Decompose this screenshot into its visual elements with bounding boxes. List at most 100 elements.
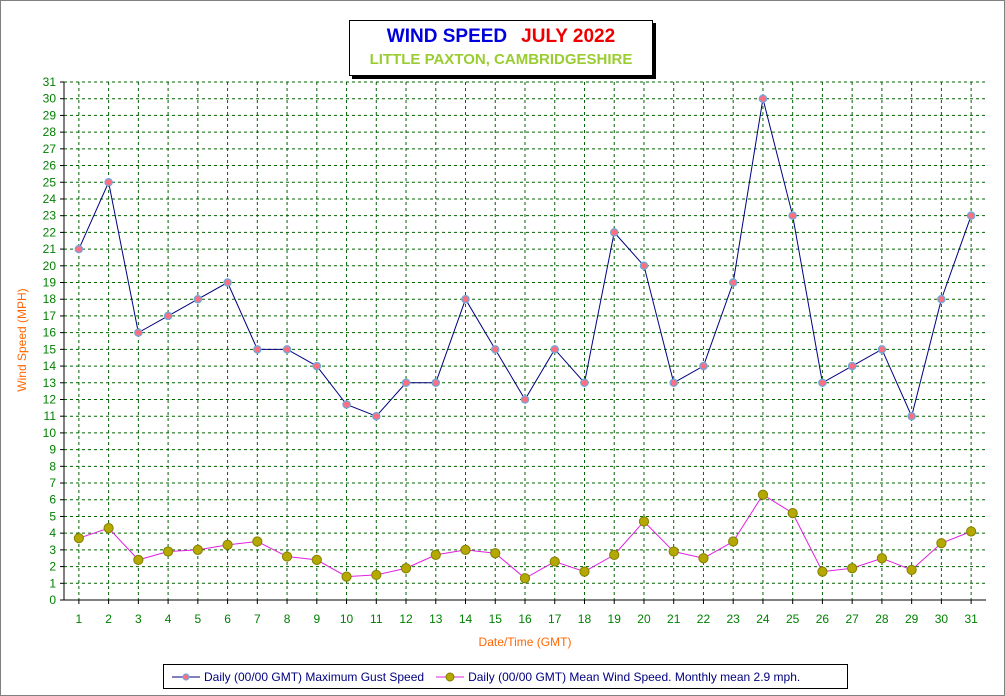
x-tick-label: 20	[637, 612, 651, 626]
series-mean-speed	[73, 489, 977, 584]
data-point	[162, 546, 174, 557]
y-tick-label: 24	[43, 192, 57, 206]
chart-title-date: JULY 2022	[521, 26, 616, 47]
x-tick-label: 13	[429, 612, 443, 626]
data-point	[133, 554, 144, 565]
x-tick-label: 5	[194, 612, 201, 626]
data-point	[134, 328, 143, 337]
data-point	[490, 548, 501, 559]
axes	[60, 81, 986, 604]
data-point	[669, 378, 678, 388]
data-point	[491, 345, 500, 354]
x-tick-label: 31	[964, 612, 978, 626]
data-point	[877, 345, 887, 354]
legend: Daily (00/00 GMT) Maximum Gust Speed Dai…	[163, 664, 848, 689]
data-point	[312, 361, 322, 371]
data-point	[253, 345, 262, 354]
data-point	[580, 378, 589, 388]
y-tick-label: 26	[43, 159, 57, 173]
data-point	[341, 571, 352, 582]
y-tick-label: 21	[43, 242, 57, 256]
y-tick-label: 14	[43, 359, 57, 373]
y-tick-label: 20	[43, 259, 57, 273]
chart-title: WIND SPEED	[386, 26, 508, 47]
data-point	[937, 294, 946, 304]
series-line	[78, 494, 972, 579]
x-tick-label: 28	[875, 612, 889, 626]
x-tick-label: 9	[313, 612, 320, 626]
y-tick-label: 28	[43, 125, 57, 139]
data-point	[788, 211, 797, 220]
data-point	[907, 411, 916, 421]
y-tick-label: 4	[49, 526, 56, 540]
y-tick-label: 25	[43, 175, 57, 189]
data-point	[401, 378, 411, 388]
data-point	[698, 553, 709, 564]
data-point	[757, 489, 769, 500]
data-point	[936, 538, 947, 549]
x-tick-label: 21	[667, 612, 681, 626]
x-tick-label: 23	[727, 612, 741, 626]
data-point	[728, 536, 739, 547]
x-tick-label: 11	[370, 612, 383, 626]
data-point	[639, 261, 649, 271]
data-point	[74, 244, 84, 254]
y-tick-label: 2	[49, 560, 56, 574]
data-point	[371, 569, 382, 581]
data-point	[549, 556, 560, 567]
data-point	[609, 228, 619, 237]
y-tick-label: 29	[43, 108, 57, 122]
y-tick-label: 23	[43, 209, 57, 223]
y-tick-label: 27	[43, 142, 57, 156]
data-point	[192, 544, 203, 555]
data-point	[311, 554, 322, 565]
y-tick-label: 15	[43, 342, 57, 356]
data-point	[668, 546, 679, 557]
data-point	[461, 294, 470, 304]
series-max-gust	[74, 94, 976, 421]
data-point	[282, 345, 292, 354]
x-tick-label: 12	[399, 612, 413, 626]
legend-label-gust: Daily (00/00 GMT) Maximum Gust Speed	[204, 669, 425, 684]
x-tick-label: 6	[224, 612, 231, 626]
legend-item-gust: Daily (00/00 GMT) Maximum Gust Speed	[172, 670, 424, 684]
data-point	[787, 508, 798, 519]
data-point	[342, 400, 351, 409]
y-axis-label: Wind Speed (MPH)	[15, 288, 29, 391]
x-tick-label: 10	[340, 612, 354, 626]
y-tick-label: 5	[49, 509, 56, 523]
data-point	[966, 526, 977, 537]
data-point	[431, 378, 441, 388]
data-point	[163, 311, 173, 321]
x-tick-label: 29	[905, 612, 919, 626]
data-point	[758, 94, 768, 103]
x-tick-label: 22	[697, 612, 711, 626]
y-tick-label: 18	[43, 292, 57, 306]
data-point	[252, 536, 263, 547]
data-point	[847, 563, 858, 574]
x-tick-label: 18	[578, 612, 592, 626]
y-tick-label: 10	[43, 426, 57, 440]
x-axis-label: Date/Time (GMT)	[479, 635, 572, 649]
y-tick-label: 0	[49, 593, 56, 607]
x-tick-label: 24	[756, 612, 770, 626]
data-point	[104, 178, 113, 187]
y-tick-labels: 0123456789101112131415161718192021222324…	[43, 75, 57, 607]
y-tick-label: 3	[49, 543, 56, 557]
y-tick-label: 6	[49, 493, 56, 507]
data-point	[966, 211, 976, 220]
data-point	[372, 411, 381, 421]
data-point	[281, 551, 293, 562]
y-tick-label: 13	[43, 376, 57, 390]
legend-swatch-gust	[172, 672, 200, 681]
data-point	[699, 361, 708, 371]
x-tick-label: 2	[105, 612, 112, 626]
y-tick-label: 17	[43, 309, 57, 323]
y-tick-label: 16	[43, 326, 57, 340]
chart-subtitle: LITTLE PAXTON, CAMBRIDGESHIRE	[369, 51, 633, 68]
legend-label-mean: Daily (00/00 GMT) Mean Wind Speed. Month…	[468, 669, 801, 684]
x-tick-label: 26	[816, 612, 830, 626]
y-tick-label: 22	[43, 225, 57, 239]
x-tick-label: 14	[459, 612, 473, 626]
data-point	[430, 549, 441, 560]
